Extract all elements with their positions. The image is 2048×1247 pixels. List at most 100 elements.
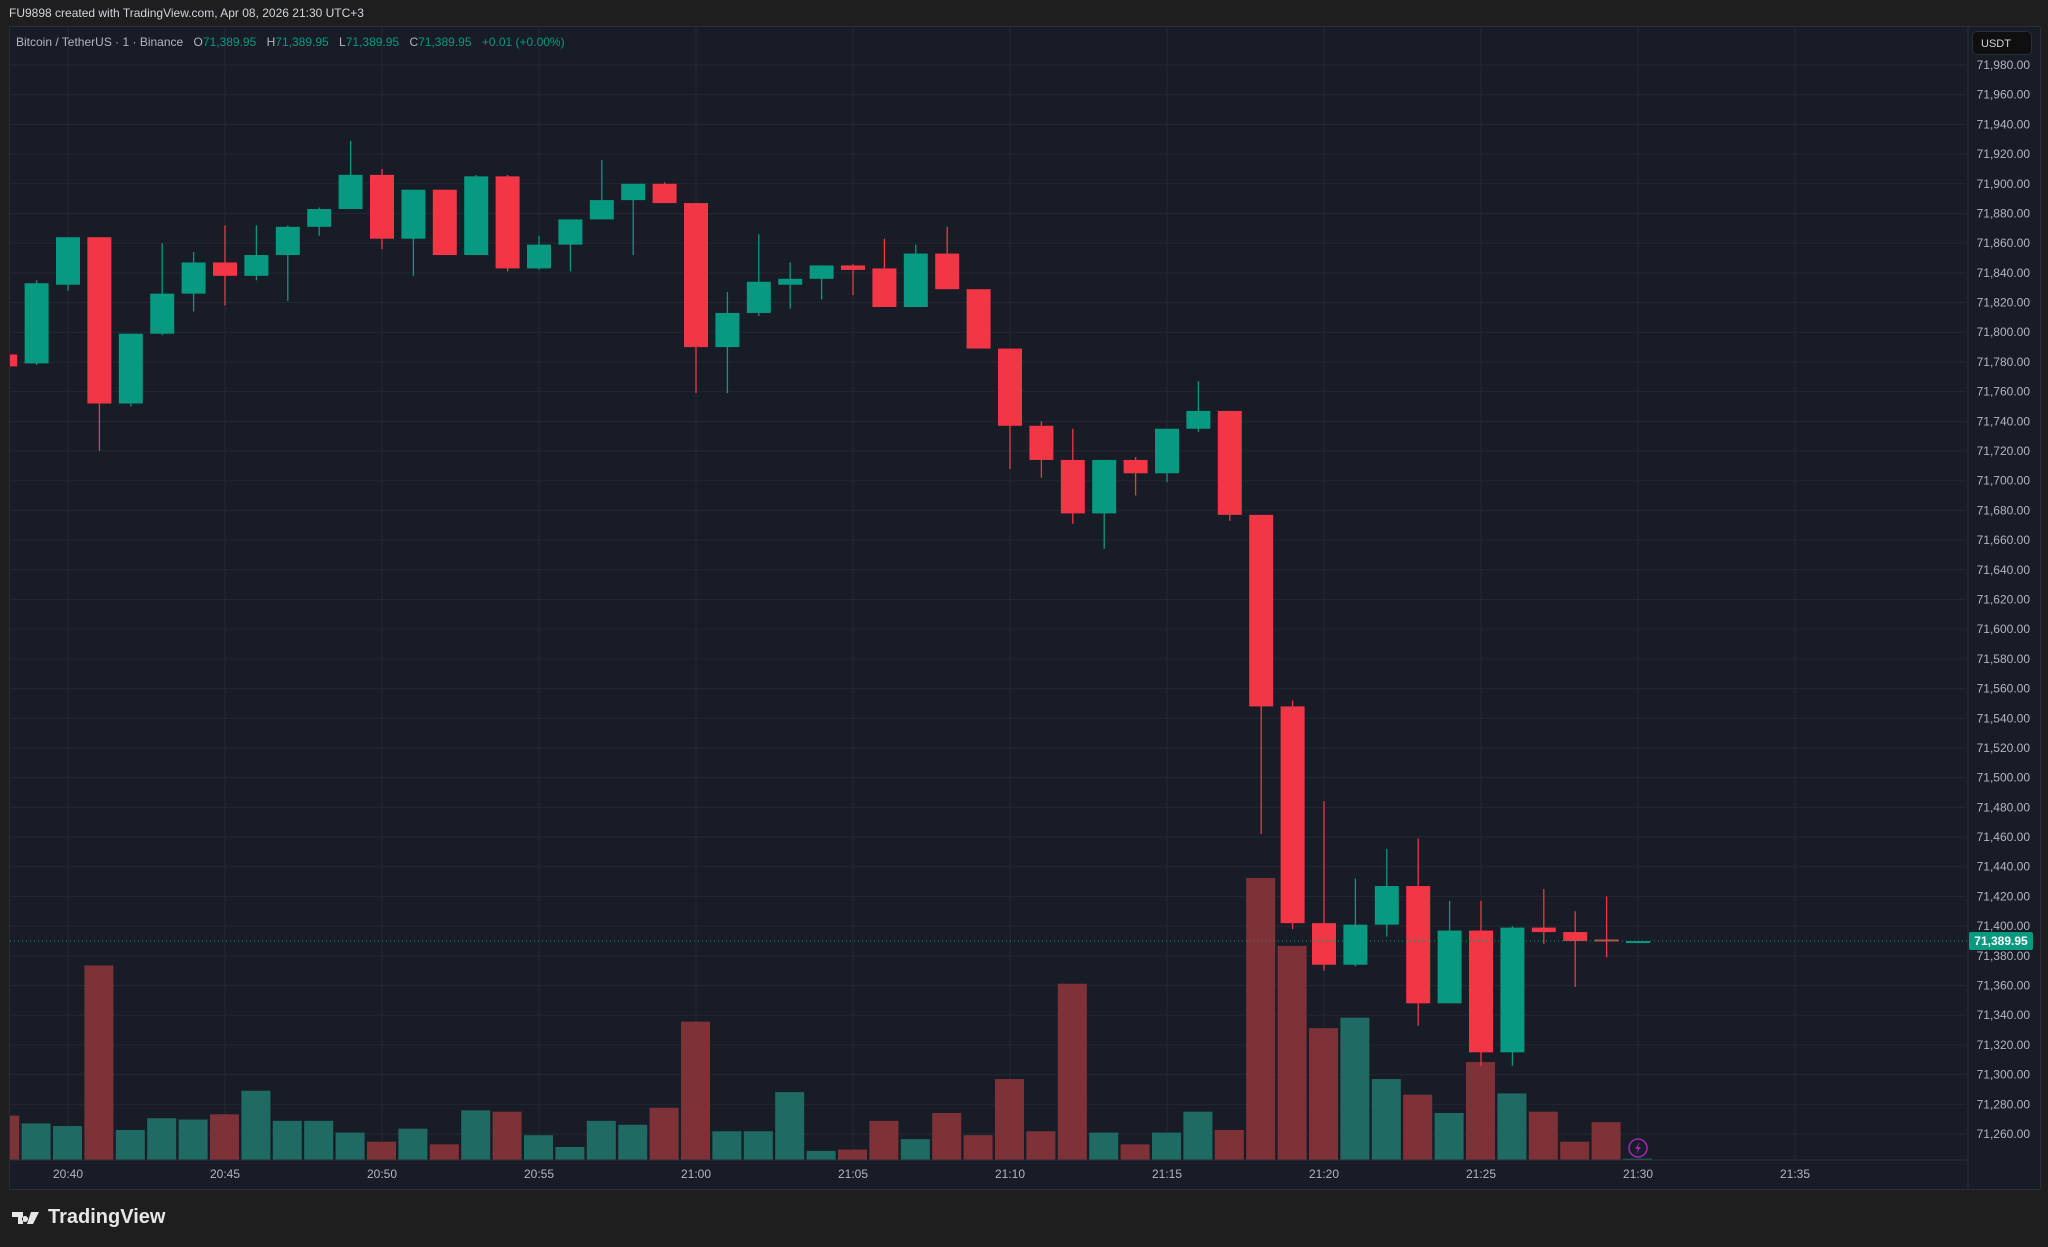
candle-body (1217, 410, 1242, 515)
volume-bar (1340, 1017, 1370, 1160)
price-tick-label: 71,380.00 (1977, 949, 2031, 963)
candle-body (432, 189, 457, 256)
volume-bar (241, 1090, 271, 1160)
close-value: 71,389.95 (418, 35, 472, 49)
grid-lines (10, 27, 1966, 1160)
price-tick-label: 71,900.00 (1977, 177, 2031, 191)
volume-bar (524, 1135, 553, 1160)
candle-body (1594, 939, 1619, 942)
price-tick-label: 71,780.00 (1977, 355, 2031, 369)
symbol-legend: Bitcoin / TetherUS · 1 · Binance O71,389… (16, 35, 565, 49)
volume-bar (147, 1118, 177, 1160)
candle-body (998, 348, 1022, 426)
price-tick-label: 71,680.00 (1977, 503, 2031, 517)
volume-bar (932, 1113, 962, 1160)
volume-bar (1466, 1062, 1495, 1160)
time-tick-label: 20:40 (53, 1167, 83, 1181)
volume-bar (1183, 1111, 1213, 1160)
price-tick-label: 71,460.00 (1977, 830, 2031, 844)
candle-body (1343, 924, 1368, 965)
candle-body (621, 183, 646, 201)
currency-button[interactable]: USDT (1972, 31, 2032, 55)
volume-bar (115, 1129, 145, 1160)
price-tick-label: 71,740.00 (1977, 414, 2031, 428)
price-tick-label: 71,420.00 (1977, 889, 2031, 903)
price-tick-label: 71,360.00 (1977, 979, 2031, 993)
price-tick-label: 71,620.00 (1977, 592, 2031, 606)
price-tick-label: 71,500.00 (1977, 771, 2031, 785)
candle-body (652, 183, 677, 204)
volume-bar (681, 1021, 710, 1160)
price-tick-label: 71,840.00 (1977, 266, 2031, 280)
volume-bar (10, 1115, 20, 1160)
volume-bar (1591, 1122, 1621, 1160)
open-value: 71,389.95 (202, 35, 257, 49)
price-tick-label: 71,860.00 (1977, 236, 2031, 250)
price-tick-label: 71,920.00 (1977, 147, 2031, 161)
price-tick-label: 71,940.00 (1977, 117, 2031, 131)
candle-body (1280, 706, 1305, 924)
volume-bar (1246, 878, 1276, 1160)
candle-body (935, 253, 960, 290)
chart-caption: FU9898 created with TradingView.com, Apr… (9, 6, 364, 20)
candle-body (1186, 410, 1211, 429)
tradingview-logo-icon (12, 1211, 39, 1224)
last-price-badge (1969, 932, 2033, 951)
volume-bar (618, 1124, 648, 1160)
candle-body (87, 237, 112, 404)
time-tick-label: 21:00 (681, 1167, 711, 1181)
price-tick-label: 71,440.00 (1977, 860, 2031, 874)
price-tick-label: 71,760.00 (1977, 385, 2031, 399)
volume-bar (995, 1079, 1024, 1160)
lightning-icon[interactable] (1628, 1138, 1648, 1158)
chart-frame[interactable] (9, 26, 2041, 1190)
symbol-name[interactable]: Bitcoin / TetherUS · 1 · Binance (16, 35, 184, 49)
candle-body (903, 253, 928, 308)
candle-body (1029, 425, 1054, 460)
candle-body (1092, 459, 1117, 514)
open-label: O (193, 35, 203, 49)
price-tick-label: 71,980.00 (1977, 58, 2031, 72)
candle-body (24, 283, 49, 364)
candle-body (10, 354, 18, 367)
candle-body (1312, 923, 1336, 965)
price-tick-label: 71,320.00 (1977, 1038, 2031, 1052)
time-tick-label: 21:20 (1309, 1167, 1339, 1181)
candle-body (1060, 459, 1085, 514)
candle-body (809, 265, 834, 279)
candle-body (715, 312, 740, 348)
time-axis: 20:40 20:45 20:50 20:55 21:00 21:05 21:10 21:15… (10, 1159, 1968, 1181)
volume-bar (1528, 1111, 1558, 1160)
candle-body (1123, 459, 1148, 474)
volume-bar (210, 1114, 239, 1160)
volume-bar (335, 1132, 365, 1160)
price-tick-label: 71,260.00 (1977, 1127, 2031, 1141)
candle-body (1437, 930, 1462, 1004)
brand-name: TradingView (48, 1206, 166, 1228)
tradingview-logo[interactable]: TradingView (12, 1206, 165, 1229)
candle-body (275, 226, 300, 256)
price-tick-label: 71,640.00 (1977, 563, 2031, 577)
candle-body (841, 265, 865, 270)
candle-body (1406, 886, 1431, 1004)
candle-body (307, 209, 332, 227)
time-tick-label: 20:55 (524, 1167, 554, 1181)
candle-body (150, 293, 175, 334)
price-tick-label: 71,880.00 (1977, 206, 2031, 220)
volume-bar (84, 965, 114, 1160)
candle-body (1500, 927, 1525, 1053)
volume-bar (900, 1139, 930, 1160)
price-tick-label: 71,340.00 (1977, 1008, 2031, 1022)
candle-body (181, 262, 206, 294)
candle-body (1469, 930, 1493, 1053)
candle-body (244, 255, 269, 276)
candle-body (684, 203, 708, 348)
volume-bar (1560, 1141, 1590, 1160)
volume-bar (367, 1141, 396, 1160)
price-tick-label: 71,560.00 (1977, 682, 2031, 696)
candle-body (464, 176, 489, 256)
volume-bar (869, 1120, 899, 1160)
time-tick-label: 21:35 (1780, 1167, 1810, 1181)
candle-body (527, 244, 551, 269)
